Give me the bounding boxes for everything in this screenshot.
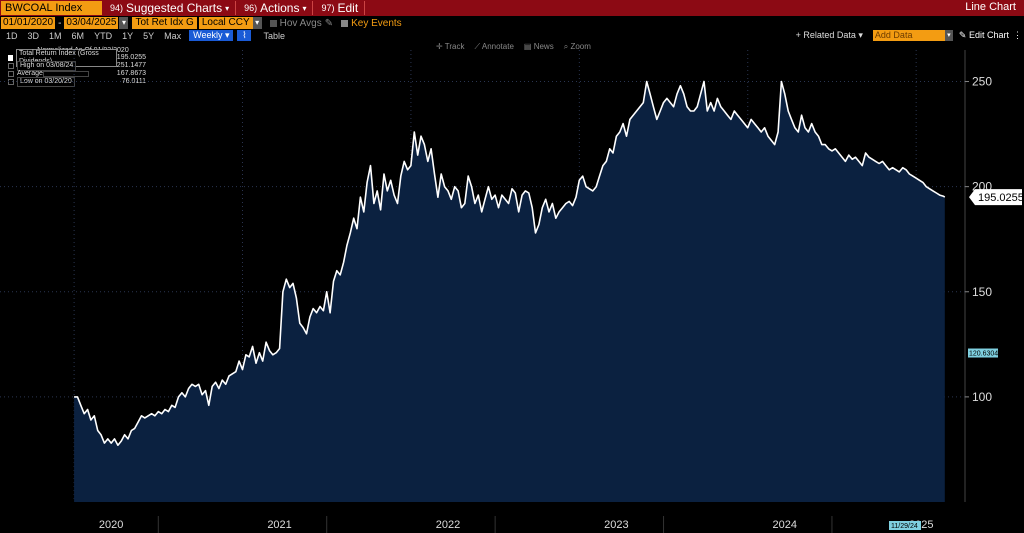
legend-swatch — [8, 63, 14, 69]
x-tick-label: 2020 — [99, 519, 123, 531]
related-data-button[interactable]: + Related Data ▾ — [795, 30, 863, 40]
frequency-selector[interactable]: Weekly ▾ — [189, 30, 234, 41]
annotate-icon: ⟋ — [474, 42, 481, 51]
legend-value: 251.1477 — [116, 62, 146, 69]
hov-avgs-label[interactable]: Hov Avgs — [279, 17, 322, 29]
calendar-dropdown-icon[interactable]: ▾ — [119, 17, 129, 29]
crosshair-icon: ✛ — [436, 42, 443, 51]
add-data-input[interactable]: Add Data — [872, 30, 945, 41]
end-date-field[interactable]: 03/04/2025 — [64, 17, 119, 29]
zoom-tool[interactable]: ⌕ Zoom — [564, 42, 591, 52]
annotate-label: Annotate — [481, 42, 514, 51]
range-1d[interactable]: 1D — [6, 30, 18, 41]
range-row: 1D 3D 1M 6M YTD 1Y 5Y Max Weekly ▾ ⌇ Tab… — [0, 30, 1024, 41]
range-6m[interactable]: 6M — [71, 30, 85, 41]
line-chart-icon[interactable]: ⌇ — [237, 30, 252, 41]
edit-menu[interactable]: 97) Edit — [321, 1, 358, 15]
legend-row[interactable]: High on 03/08/24 251.1477 — [8, 61, 146, 71]
last-value-label: 195.0255 — [978, 192, 1024, 204]
divider — [364, 1, 366, 15]
legend-value: 76.0111 — [121, 78, 146, 85]
chart-area[interactable]: 2020 2021 2022 2023 2024 2025100150200250195.… — [0, 50, 1024, 533]
divider — [235, 1, 237, 15]
x-tick-label: 2023 — [604, 519, 628, 531]
menu-number: 97) — [321, 3, 335, 13]
suggested-charts-menu[interactable]: 94) Suggested Charts ▾ — [110, 1, 229, 15]
caret-down-icon: ▾ — [225, 3, 230, 13]
legend-label: High on 03/08/24 — [17, 61, 77, 71]
legend-row[interactable]: Average 167.8673 — [8, 70, 146, 78]
ticker-field[interactable]: BWCOAL Index — [1, 1, 102, 15]
track-label: Track — [444, 42, 465, 51]
start-date-field[interactable]: 01/01/2020 — [1, 17, 56, 29]
edit-chart-label: Edit Chart — [968, 30, 1009, 40]
date-marker-tag — [889, 521, 921, 530]
legend-bar — [42, 71, 89, 77]
range-ytd[interactable]: YTD — [94, 30, 113, 41]
last-value-tag — [969, 189, 1022, 206]
range-max[interactable]: Max — [164, 30, 182, 41]
legend-value: 167.8673 — [116, 70, 146, 77]
legend-swatch — [8, 55, 13, 61]
right-tools: + Related Data ▾ Add Data ▾ ✎ Edit Chart… — [796, 30, 1024, 41]
actions-menu[interactable]: 96) Actions ▾ — [244, 1, 306, 15]
x-tick-label: 2021 — [267, 519, 291, 531]
menu-label: Actions — [260, 1, 300, 15]
legend-label: Average — [17, 70, 43, 77]
chart-toolbar: ✛ Track ⟋ Annotate ▤ News ⌕ Zoom — [436, 42, 591, 52]
checkbox-icon[interactable] — [269, 19, 277, 27]
menu-label: Suggested Charts — [126, 1, 223, 15]
window-title: Line Chart — [965, 1, 1016, 13]
area-fill — [74, 81, 945, 502]
news-label: News — [533, 42, 554, 51]
y-tick-label: 250 — [972, 75, 992, 89]
range-1y[interactable]: 1Y — [122, 30, 134, 41]
start-value-tag — [968, 348, 998, 358]
menu-label: Edit — [337, 1, 359, 15]
x-axis-band — [0, 502, 1024, 533]
pencil-icon[interactable]: ✎ — [324, 17, 334, 29]
zoom-icon: ⌕ — [563, 42, 569, 51]
menu-number: 96) — [244, 3, 258, 13]
chevron-down-icon[interactable]: ▾ — [252, 17, 262, 29]
chevron-down-icon[interactable]: ▾ — [944, 30, 953, 41]
table-button[interactable]: Table — [263, 30, 285, 41]
news-icon: ▤ — [523, 42, 532, 51]
range-3d[interactable]: 3D — [27, 30, 40, 41]
y-tick-label: 100 — [972, 390, 992, 404]
key-events-label[interactable]: Key Events — [351, 17, 402, 29]
track-tool[interactable]: ✛ Track — [436, 42, 464, 52]
legend-swatch — [8, 71, 14, 77]
range-1m[interactable]: 1M — [49, 30, 62, 41]
legend-value: 195.0255 — [116, 54, 146, 61]
top-bar: BWCOAL Index 94) Suggested Charts ▾ 96) … — [0, 0, 1024, 16]
related-data-label: + Related Data — [795, 30, 856, 40]
settings-row: 01/01/2020 - 03/04/2025 ▾ Tot Ret Idx G … — [0, 16, 1024, 30]
more-options-icon[interactable]: ⋮ — [1013, 30, 1022, 40]
x-tick-label: 2022 — [436, 519, 460, 531]
field-selector[interactable]: Tot Ret Idx G — [132, 17, 197, 29]
currency-selector[interactable]: Local CCY — [198, 17, 253, 29]
series-line — [74, 80, 946, 446]
caret-down-icon: ▾ — [302, 3, 307, 13]
menu-number: 94) — [110, 3, 124, 13]
frequency-label: Weekly — [193, 30, 223, 40]
news-tool[interactable]: ▤ News — [524, 42, 554, 52]
edit-chart-button[interactable]: ✎ Edit Chart — [958, 30, 1009, 40]
checkbox-icon[interactable] — [341, 19, 349, 27]
start-value-label: 120.6304 — [969, 351, 998, 358]
divider — [312, 1, 314, 15]
annotate-tool[interactable]: ⟋ Annotate — [474, 42, 513, 52]
date-marker-label: 11/29/24 — [891, 523, 918, 530]
range-5y[interactable]: 5Y — [143, 30, 155, 41]
date-separator: - — [58, 17, 62, 29]
legend: Normalized As Of 01/03/2020 Total Return… — [8, 47, 146, 87]
x-tick-label: 2024 — [773, 519, 797, 531]
y-tick-label: 150 — [972, 285, 992, 299]
zoom-label: Zoom — [570, 42, 591, 51]
